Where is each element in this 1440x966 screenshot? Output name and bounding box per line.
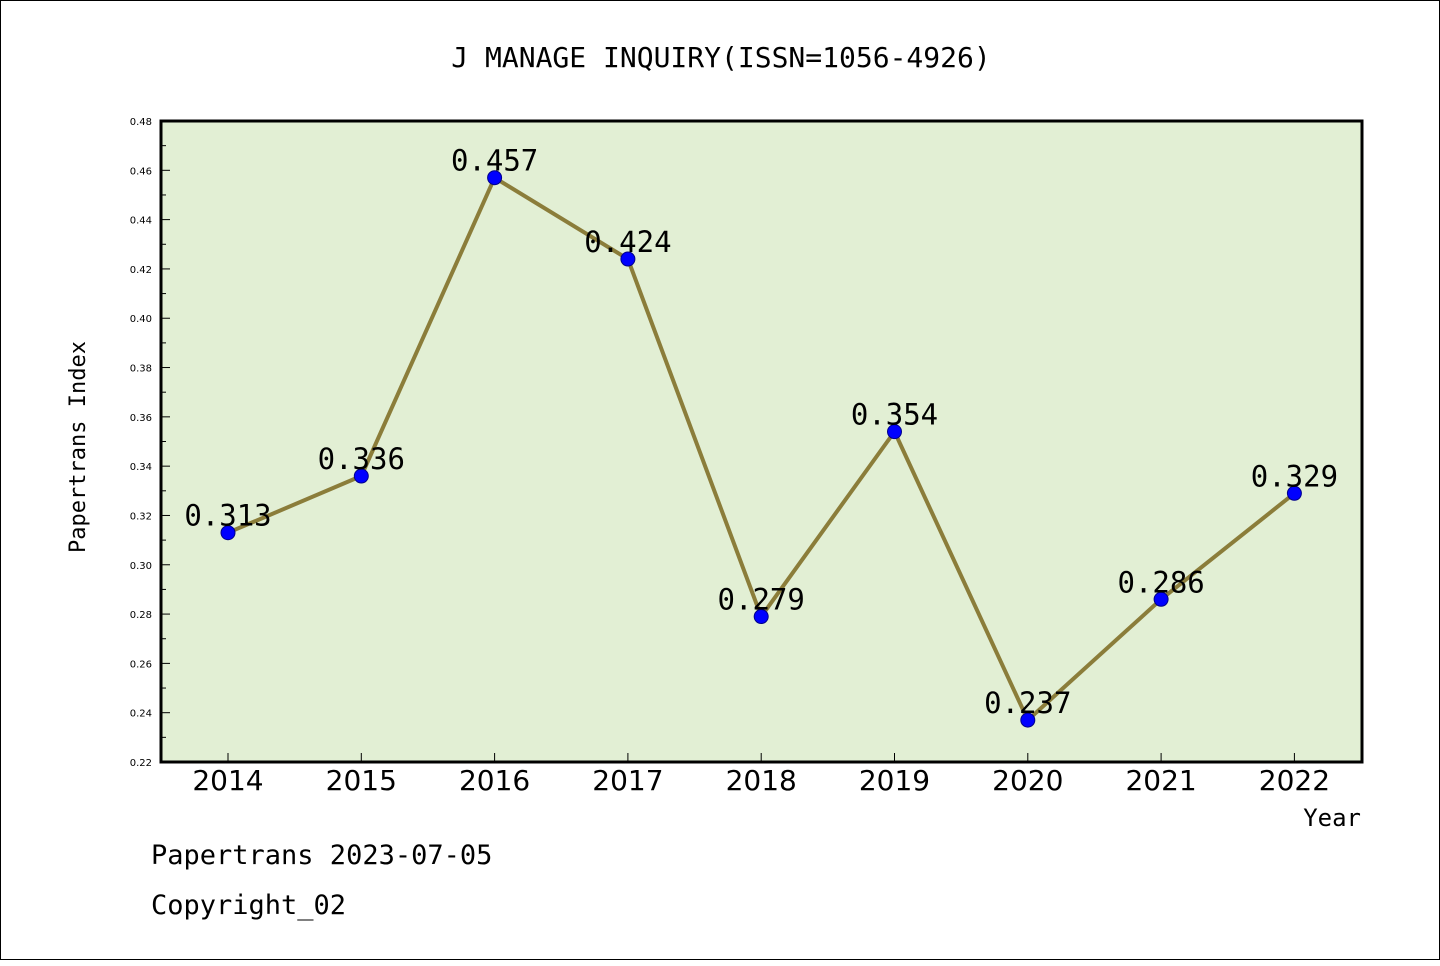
data-point (753, 609, 769, 625)
y-tick-label: 0.22 (130, 758, 152, 769)
x-tick-label: 2022 (1259, 764, 1330, 797)
data-label: 0.237 (984, 686, 1071, 720)
series-markers (220, 170, 1302, 728)
x-tick-label: 2017 (592, 764, 663, 797)
data-label: 0.457 (451, 144, 538, 178)
plot-border (159, 119, 1364, 764)
data-point (620, 251, 636, 267)
y-tick-label: 0.32 (130, 511, 152, 522)
y-tick-label: 0.38 (130, 364, 152, 375)
data-label: 0.424 (584, 225, 671, 259)
y-axis-label: Papertrans Index (66, 341, 91, 553)
chart-title: J MANAGE INQUIRY(ISSN=1056-4926) (451, 41, 990, 74)
x-tick-label: 2018 (726, 764, 797, 797)
footer-copyright: Copyright_02 (151, 890, 346, 921)
data-point (887, 424, 902, 440)
x-tick-label: 2016 (459, 764, 530, 797)
x-tick-label: 2021 (1125, 764, 1196, 797)
data-labels: 0.313 0.336 0.457 0.424 0.279 0.354 0.237 0.286… (184, 144, 1338, 720)
y-tick-label: 0.28 (130, 610, 152, 621)
x-axis-label: Year (1303, 804, 1361, 832)
y-tick-label: 0.34 (130, 462, 152, 473)
y-tick-label: 0.24 (130, 709, 152, 720)
x-tick-label: 2019 (859, 764, 930, 797)
data-label: 0.279 (718, 583, 805, 617)
data-label: 0.329 (1251, 459, 1338, 493)
data-point (1286, 485, 1302, 501)
y-tick-label: 0.30 (130, 561, 152, 572)
y-tick-label: 0.36 (130, 413, 152, 424)
data-label: 0.313 (184, 499, 271, 533)
y-tick-label: 0.26 (130, 659, 152, 670)
data-label: 0.286 (1117, 565, 1204, 599)
x-tick-label: 2014 (192, 764, 263, 797)
y-tick-label: 0.48 (130, 117, 152, 128)
x-tick-label: 2015 (326, 764, 397, 797)
footer-date: Papertrans 2023-07-05 (151, 840, 492, 871)
data-label: 0.336 (318, 442, 405, 476)
data-point (220, 525, 236, 541)
data-point (353, 468, 369, 484)
x-tick-label: 2020 (992, 764, 1063, 797)
y-tick-label: 0.46 (130, 166, 152, 177)
data-label: 0.354 (851, 398, 938, 432)
data-point (1153, 591, 1169, 607)
plot-area (161, 121, 1362, 762)
y-tick-label: 0.40 (130, 314, 152, 325)
y-tick-label: 0.44 (130, 216, 152, 227)
x-axis-ticks: 2014 2015 2016 2017 2018 2019 2020 2021 2022 (192, 753, 1330, 797)
data-point (487, 170, 503, 186)
y-tick-label: 0.42 (130, 265, 152, 276)
data-point (1020, 712, 1036, 728)
